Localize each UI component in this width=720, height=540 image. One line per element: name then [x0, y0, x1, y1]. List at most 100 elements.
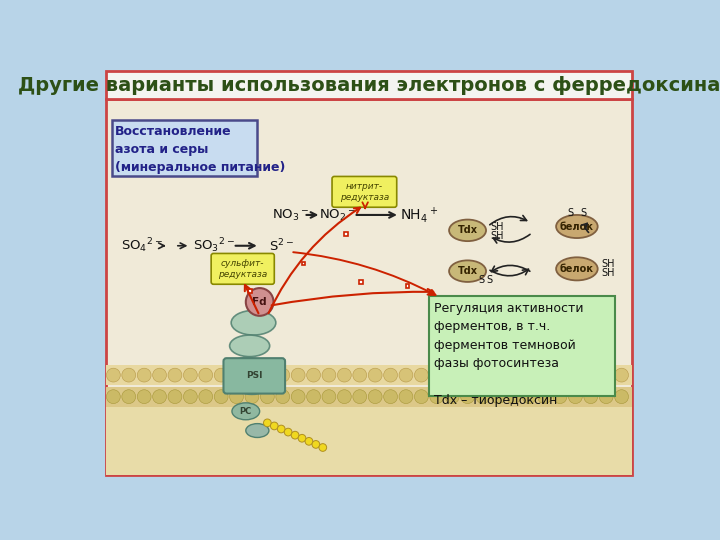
Circle shape [184, 390, 197, 403]
Circle shape [384, 390, 397, 403]
Bar [106, 407, 632, 475]
Text: Tdx: Tdx [458, 225, 477, 235]
Circle shape [368, 368, 382, 382]
Ellipse shape [231, 310, 276, 335]
Circle shape [584, 390, 598, 403]
Circle shape [107, 390, 120, 403]
Circle shape [353, 390, 366, 403]
Text: белок: белок [560, 221, 594, 232]
Text: S: S [486, 275, 492, 286]
Circle shape [319, 444, 327, 451]
Circle shape [568, 390, 582, 403]
Circle shape [415, 390, 428, 403]
Circle shape [215, 390, 228, 403]
Circle shape [399, 368, 413, 382]
Text: NH$_4$$^+$: NH$_4$$^+$ [400, 205, 438, 225]
Circle shape [184, 368, 197, 382]
Circle shape [153, 390, 166, 403]
Circle shape [261, 390, 274, 403]
Circle shape [553, 368, 567, 382]
Circle shape [305, 437, 312, 445]
Text: SH: SH [490, 221, 504, 232]
Circle shape [322, 390, 336, 403]
Text: сульфит-
редуктаза: сульфит- редуктаза [218, 259, 267, 279]
Circle shape [507, 368, 521, 382]
Circle shape [276, 368, 289, 382]
Circle shape [492, 368, 505, 382]
Circle shape [138, 368, 151, 382]
Text: Другие варианты использования электронов с ферредоксина: Другие варианты использования электронов… [18, 76, 720, 95]
Bar [405, 284, 410, 288]
Circle shape [615, 368, 629, 382]
Bar [106, 387, 632, 407]
Circle shape [107, 368, 120, 382]
Bar [359, 280, 363, 284]
Circle shape [312, 441, 320, 448]
Ellipse shape [449, 220, 486, 241]
Circle shape [615, 390, 629, 403]
Circle shape [553, 390, 567, 403]
Text: SO$_3$$^{2-}$: SO$_3$$^{2-}$ [192, 237, 235, 255]
Circle shape [298, 434, 306, 442]
Text: Fd: Fd [252, 297, 267, 307]
Circle shape [368, 390, 382, 403]
Text: NO$_2$$^-$: NO$_2$$^-$ [320, 207, 357, 222]
Circle shape [399, 390, 413, 403]
Circle shape [291, 368, 305, 382]
Circle shape [230, 390, 243, 403]
Circle shape [199, 368, 212, 382]
Circle shape [138, 390, 151, 403]
Circle shape [284, 428, 292, 436]
Circle shape [415, 368, 428, 382]
Ellipse shape [449, 260, 486, 282]
Bar [344, 232, 348, 236]
Circle shape [122, 390, 135, 403]
Ellipse shape [235, 379, 268, 394]
Circle shape [199, 390, 212, 403]
Circle shape [246, 288, 274, 316]
Circle shape [215, 368, 228, 382]
Circle shape [307, 368, 320, 382]
Ellipse shape [556, 257, 598, 280]
Circle shape [584, 368, 598, 382]
Circle shape [353, 368, 366, 382]
Ellipse shape [556, 215, 598, 238]
Text: NO$_3$$^-$: NO$_3$$^-$ [271, 207, 309, 222]
Bar [106, 365, 632, 385]
Text: Восстановление
азота и серы
(минеральное питание): Восстановление азота и серы (минеральное… [115, 125, 285, 174]
Circle shape [461, 390, 474, 403]
Circle shape [230, 368, 243, 382]
Text: SH: SH [601, 259, 615, 269]
Circle shape [430, 368, 444, 382]
FancyBboxPatch shape [223, 358, 285, 394]
Circle shape [291, 390, 305, 403]
Circle shape [445, 368, 459, 382]
Text: S: S [567, 208, 574, 218]
Ellipse shape [246, 423, 269, 437]
Circle shape [245, 368, 259, 382]
Circle shape [153, 368, 166, 382]
Circle shape [168, 368, 182, 382]
Text: SO$_4$$^{2-}$: SO$_4$$^{2-}$ [121, 237, 163, 255]
Text: нитрит-
редуктаза: нитрит- редуктаза [340, 182, 389, 202]
Circle shape [277, 425, 285, 433]
Circle shape [445, 390, 459, 403]
Text: PSI: PSI [246, 372, 263, 380]
Ellipse shape [230, 357, 265, 376]
Circle shape [168, 390, 182, 403]
Circle shape [538, 368, 552, 382]
Circle shape [599, 368, 613, 382]
Circle shape [538, 390, 552, 403]
Bar [248, 289, 251, 293]
Circle shape [245, 390, 259, 403]
Text: S: S [478, 275, 485, 286]
Text: белок: белок [560, 264, 594, 274]
Circle shape [492, 390, 505, 403]
Text: SH: SH [601, 268, 615, 279]
FancyBboxPatch shape [332, 177, 397, 207]
Text: S: S [580, 208, 586, 218]
Text: Tdx: Tdx [458, 266, 477, 276]
Circle shape [507, 390, 521, 403]
Circle shape [307, 390, 320, 403]
Circle shape [430, 390, 444, 403]
